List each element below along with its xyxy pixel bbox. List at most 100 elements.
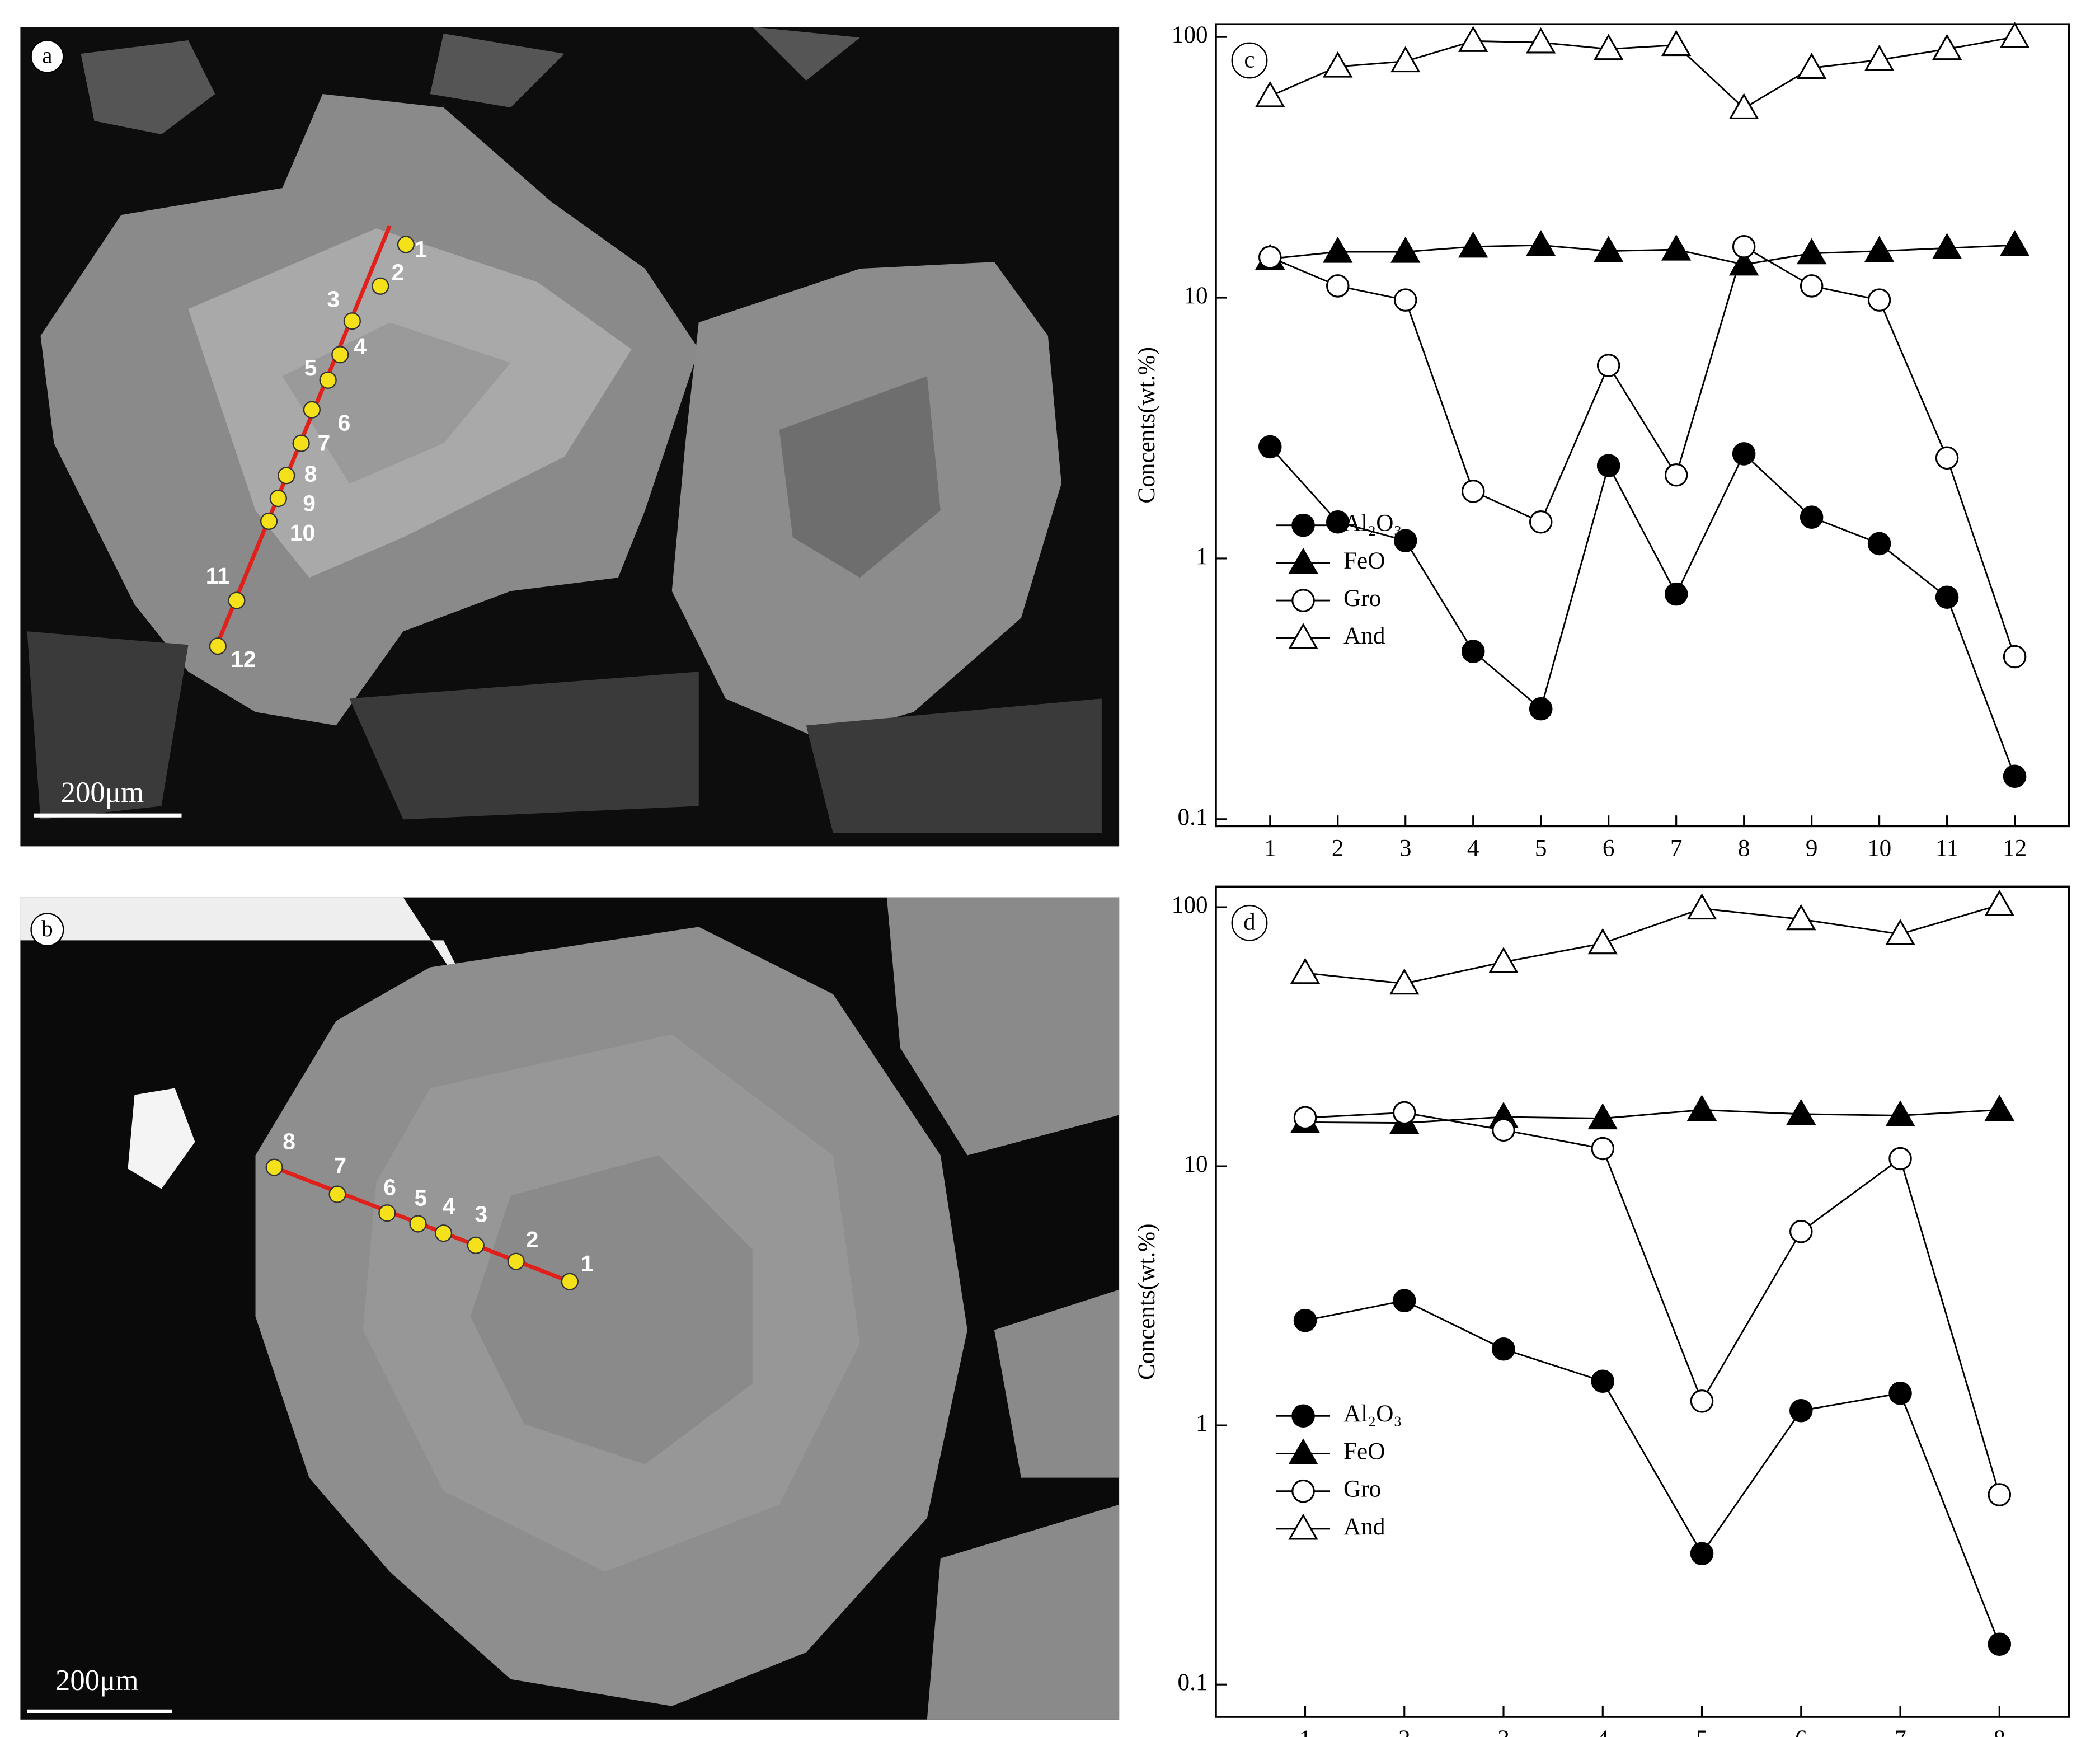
panel-label-circle — [1231, 42, 1268, 79]
legend-marker — [1291, 513, 1315, 537]
marker — [1596, 354, 1620, 377]
legend-label: Al₂O₃ — [1343, 1400, 1402, 1427]
x-tick-label: 7 — [1670, 835, 1683, 862]
marker — [1393, 529, 1417, 552]
sample-point-label: 4 — [443, 1193, 455, 1219]
sample-point — [378, 1204, 396, 1222]
sample-point-label: 5 — [304, 355, 317, 381]
marker — [1796, 53, 1827, 79]
sample-point-label: 1 — [581, 1251, 594, 1276]
marker — [1864, 44, 1895, 71]
marker — [1690, 1542, 1714, 1566]
marker — [1593, 34, 1624, 60]
marker — [1492, 1118, 1515, 1142]
series-line — [1305, 1109, 2000, 1124]
scale-bar-label: 200μm — [61, 776, 144, 809]
marker — [1686, 1095, 1717, 1121]
y-axis-label: Concents(wt.%) — [1133, 1223, 1160, 1380]
x-tick-label: 7 — [1894, 1725, 1906, 1737]
marker — [1293, 1106, 1317, 1130]
plot-frame — [1215, 23, 2070, 828]
sample-point-label: 2 — [392, 260, 405, 285]
y-tick-label: 100 — [1172, 891, 1208, 918]
marker — [1789, 1219, 1813, 1243]
sample-point-label: 12 — [231, 646, 256, 672]
series-line — [1305, 904, 2000, 985]
marker — [1461, 640, 1485, 663]
sample-point — [228, 591, 246, 609]
y-tick-label: 1 — [1196, 543, 1208, 570]
marker — [1888, 1382, 1912, 1405]
x-tick-label: 6 — [1795, 1725, 1807, 1737]
scale-bar-label: 200μm — [55, 1664, 139, 1697]
marker — [1786, 904, 1816, 931]
legend-marker — [1288, 623, 1318, 649]
sample-point-label: 2 — [526, 1227, 539, 1252]
marker — [1392, 1289, 1416, 1312]
legend-label: Gro — [1343, 585, 1381, 612]
legend-label: Al₂O₃ — [1343, 510, 1402, 537]
x-tick-label: 4 — [1596, 1725, 1609, 1737]
sample-point — [260, 512, 278, 531]
plot-frame — [1215, 885, 2070, 1718]
sample-point — [372, 277, 389, 295]
x-tick-label: 1 — [1299, 1725, 1312, 1737]
sample-point-label: 5 — [414, 1185, 427, 1211]
marker — [1661, 234, 1692, 261]
marker — [1935, 446, 1959, 470]
marker — [1932, 34, 1962, 60]
marker — [1596, 454, 1620, 477]
x-tick-label: 12 — [2003, 835, 2027, 862]
marker — [1323, 236, 1353, 263]
legend-marker — [1288, 547, 1318, 574]
legend-marker — [1288, 1438, 1318, 1465]
marker — [1786, 1098, 1816, 1125]
sample-point — [507, 1252, 525, 1270]
legend-label: FeO — [1343, 547, 1385, 574]
marker — [1732, 442, 1756, 466]
marker — [1999, 230, 2030, 256]
series-line — [1269, 446, 2016, 777]
sample-point-label: 1 — [414, 237, 427, 262]
y-axis-label: Concents(wt.%) — [1133, 347, 1160, 504]
sample-point-label: 3 — [475, 1201, 487, 1227]
marker — [1988, 1483, 2012, 1506]
legend-marker — [1291, 589, 1315, 612]
y-tick-label: 10 — [1183, 282, 1208, 309]
x-tick-label: 6 — [1603, 835, 1615, 862]
panel-label: b — [41, 916, 53, 941]
marker — [1800, 274, 1824, 298]
marker — [1326, 510, 1350, 534]
marker — [1587, 1103, 1618, 1130]
legend-label: And — [1343, 1513, 1385, 1540]
marker — [1529, 510, 1553, 534]
marker — [1258, 435, 1282, 459]
marker — [1458, 26, 1488, 52]
marker — [1461, 480, 1485, 503]
marker — [1885, 919, 1915, 945]
sample-point — [292, 434, 310, 452]
panel-label: a — [42, 43, 52, 68]
marker — [1864, 236, 1895, 262]
sample-point — [435, 1224, 453, 1242]
series-line — [1305, 1111, 2000, 1495]
sample-point — [278, 467, 295, 485]
y-tick-label: 100 — [1172, 21, 1208, 48]
x-tick-label: 3 — [1399, 835, 1412, 862]
sample-point-label: 6 — [338, 410, 351, 435]
marker — [1390, 236, 1421, 263]
x-tick-label: 5 — [1535, 835, 1547, 862]
legend-marker — [1291, 1479, 1315, 1503]
marker — [1796, 238, 1827, 265]
marker — [1258, 245, 1282, 269]
legend-label: Gro — [1343, 1476, 1381, 1503]
marker — [2003, 645, 2027, 669]
marker — [1293, 1308, 1317, 1332]
marker — [1389, 968, 1420, 995]
marker — [1593, 236, 1624, 262]
y-tick-label: 0.1 — [1178, 804, 1208, 830]
series-line — [1270, 244, 2015, 266]
sample-point — [397, 236, 415, 253]
marker — [1789, 1399, 1813, 1423]
y-tick-label: 1 — [1196, 1410, 1208, 1436]
